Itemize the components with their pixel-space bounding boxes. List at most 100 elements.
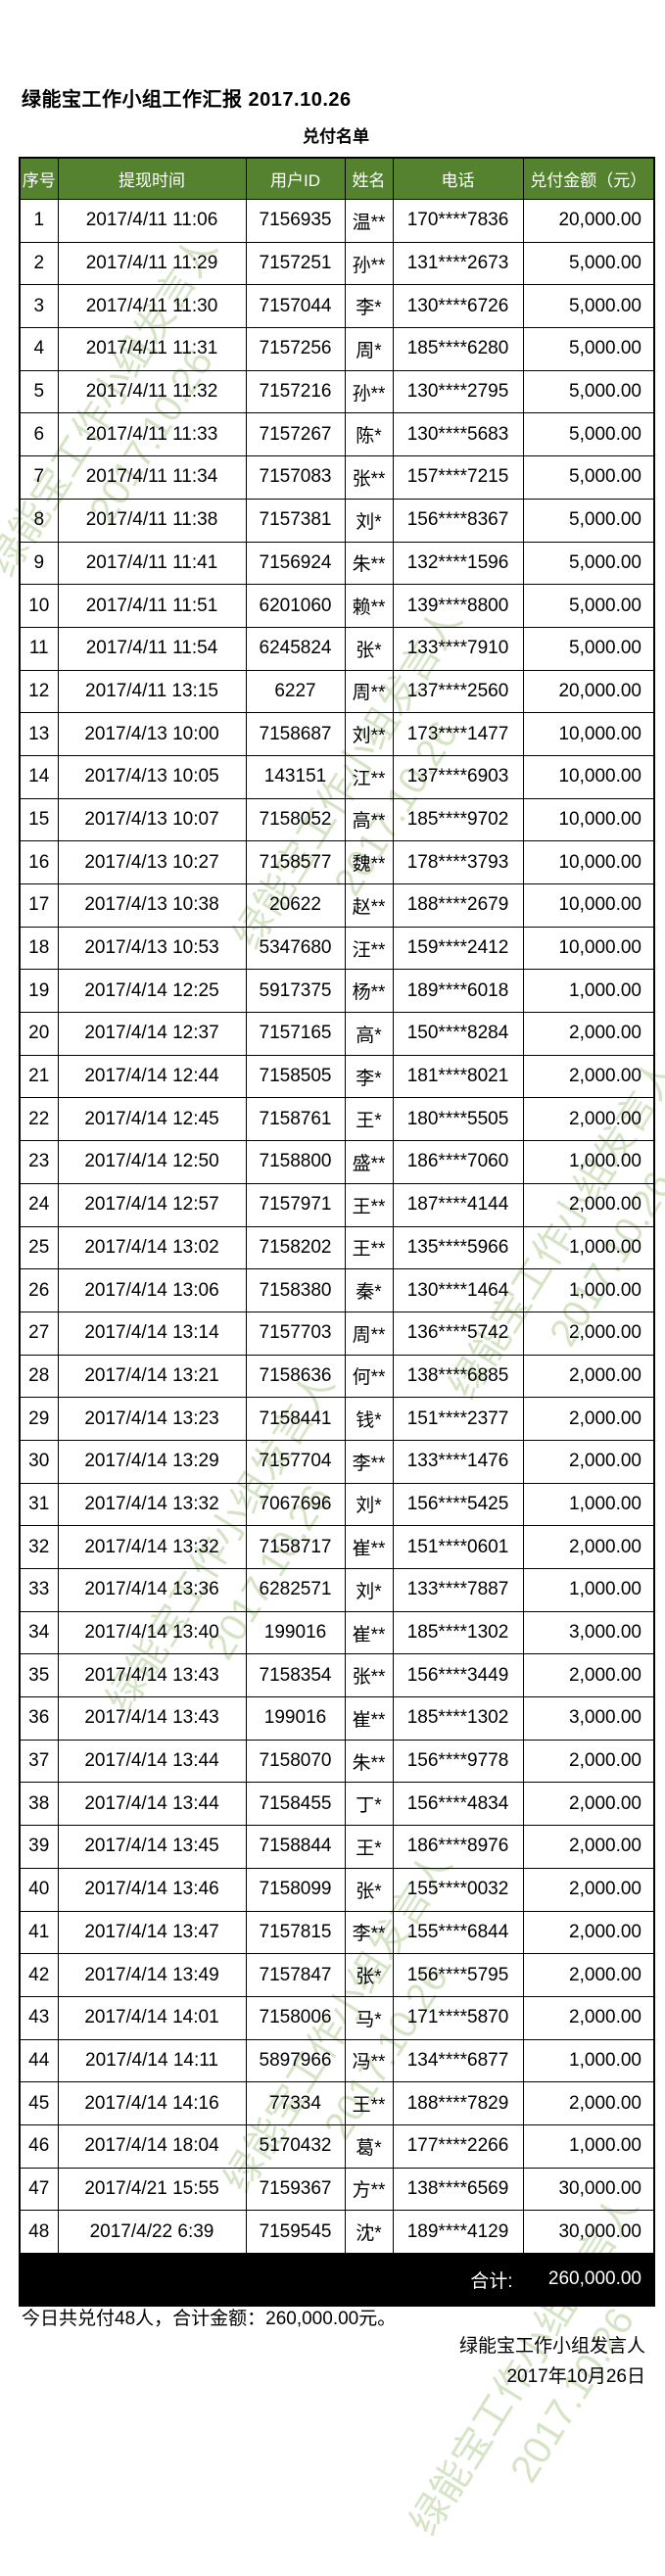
cell-amount: 2,000.00 [522,1739,655,1784]
cell-amount: 5,000.00 [522,626,655,671]
cell-name: 钱* [344,1397,394,1441]
cell-time: 2017/4/14 12:57 [57,1182,247,1227]
table-row: 43 2017/4/14 14:01 7158006 马* 171****587… [19,1995,655,2040]
cell-amount: 30,000.00 [522,2210,655,2254]
cell-phone: 156****4834 [392,1782,524,1827]
cell-name: 杨** [344,969,394,1014]
cell-phone: 134****6877 [392,2038,524,2083]
cell-user-id: 7159367 [245,2167,346,2212]
cell-serial: 30 [19,1439,59,1484]
cell-phone: 189****4129 [392,2210,524,2254]
cell-phone: 156****9778 [392,1739,524,1784]
table-row: 1 2017/4/11 11:06 7156935 温** 170****783… [19,199,655,243]
cell-name: 秦* [344,1268,394,1312]
cell-time: 2017/4/11 11:32 [57,369,247,414]
signature-block: 绿能宝工作小组发言人 2017年10月26日 [459,2331,645,2392]
cell-user-id: 7067696 [245,1482,346,1527]
cell-phone: 139****8800 [392,584,524,628]
cell-name: 沈* [344,2210,394,2254]
cell-serial: 20 [19,1012,59,1056]
cell-phone: 156****8367 [392,498,524,543]
cell-phone: 157****7215 [392,455,524,500]
cell-amount: 2,000.00 [522,1953,655,1997]
cell-phone: 180****5505 [392,1097,524,1142]
cell-time: 2017/4/11 11:30 [57,284,247,329]
table-row: 31 2017/4/14 13:32 7067696 刘* 156****542… [19,1482,655,1527]
header-amount: 兑付金额（元） [522,157,655,200]
cell-time: 2017/4/14 13:06 [57,1268,247,1312]
cell-user-id: 143151 [245,754,346,799]
cell-time: 2017/4/14 14:11 [57,2038,247,2083]
cell-time: 2017/4/14 13:36 [57,1568,247,1612]
cell-amount: 5,000.00 [522,412,655,457]
page-title: 绿能宝工作小组工作汇报 2017.10.26 [22,89,352,111]
cell-name: 冯** [344,2038,394,2083]
header-phone: 电话 [392,157,524,200]
cell-serial: 33 [19,1568,59,1612]
cell-user-id: 7158380 [245,1268,346,1312]
table-row: 16 2017/4/13 10:27 7158577 魏** 178****37… [19,840,655,884]
cell-user-id: 7157704 [245,1439,346,1484]
cell-phone: 181****8021 [392,1054,524,1099]
cell-phone: 156****5425 [392,1482,524,1527]
cell-name: 崔** [344,1525,394,1569]
table-row: 29 2017/4/14 13:23 7158441 钱* 151****237… [19,1397,655,1441]
table-row: 47 2017/4/21 15:55 7159367 方** 138****65… [19,2167,655,2212]
cell-serial: 1 [19,199,59,243]
cell-name: 王* [344,1825,394,1869]
cell-user-id: 7158505 [245,1054,346,1099]
cell-phone: 131****2673 [392,241,524,286]
table-row: 23 2017/4/14 12:50 7158800 盛** 186****70… [19,1140,655,1184]
summary-text: 今日共兑付48人，合计金额：260,000.00元。 [22,2309,397,2329]
cell-amount: 5,000.00 [522,284,655,329]
cell-serial: 21 [19,1054,59,1099]
cell-name: 陈* [344,412,394,457]
cell-serial: 26 [19,1268,59,1312]
header-serial: 序号 [19,157,59,200]
cell-amount: 1,000.00 [522,2038,655,2083]
cell-time: 2017/4/14 12:25 [57,969,247,1014]
cell-serial: 48 [19,2210,59,2254]
cell-serial: 40 [19,1867,59,1912]
cell-phone: 133****1476 [392,1439,524,1484]
cell-time: 2017/4/13 10:38 [57,883,247,928]
table-row: 5 2017/4/11 11:32 7157216 孙** 130****279… [19,369,655,414]
signature-speaker: 绿能宝工作小组发言人 [458,2336,645,2357]
cell-name: 王** [344,2081,394,2125]
cell-user-id: 7158800 [245,1140,346,1184]
cell-time: 2017/4/14 13:23 [57,1397,247,1441]
cell-time: 2017/4/14 13:40 [57,1610,247,1655]
cell-serial: 18 [19,926,59,971]
cell-name: 刘* [344,1482,394,1527]
cell-name: 马* [344,1995,394,2040]
total-label: 合计: [19,2253,524,2307]
cell-phone: 188****7829 [392,2081,524,2125]
cell-name: 周** [344,1311,394,1356]
cell-time: 2017/4/14 13:02 [57,1225,247,1270]
cell-user-id: 7158687 [245,712,346,756]
cell-time: 2017/4/14 13:32 [57,1525,247,1569]
cell-serial: 45 [19,2081,59,2125]
cell-amount: 2,000.00 [522,1653,655,1698]
cell-phone: 187****4144 [392,1182,524,1227]
cell-amount: 5,000.00 [522,584,655,628]
table-row: 9 2017/4/11 11:41 7156924 朱** 132****159… [19,541,655,586]
cell-serial: 25 [19,1225,59,1270]
payment-table: 序号 提现时间 用户ID 姓名 电话 兑付金额（元） 1 2017/4/11 1… [19,157,655,2307]
cell-user-id: 7156924 [245,541,346,586]
cell-phone: 132****1596 [392,541,524,586]
table-row: 4 2017/4/11 11:31 7157256 周* 185****6280… [19,327,655,371]
cell-user-id: 7157381 [245,498,346,543]
cell-name: 高* [344,1012,394,1056]
cell-name: 崔** [344,1696,394,1741]
cell-phone: 130****1464 [392,1268,524,1312]
cell-serial: 13 [19,712,59,756]
cell-time: 2017/4/14 14:16 [57,2081,247,2125]
cell-time: 2017/4/11 11:41 [57,541,247,586]
cell-name: 盛** [344,1140,394,1184]
cell-amount: 1,000.00 [522,1225,655,1270]
table-row: 38 2017/4/14 13:44 7158455 丁* 156****483… [19,1782,655,1827]
cell-amount: 2,000.00 [522,1910,655,1955]
cell-phone: 186****7060 [392,1140,524,1184]
cell-amount: 1,000.00 [522,1568,655,1612]
